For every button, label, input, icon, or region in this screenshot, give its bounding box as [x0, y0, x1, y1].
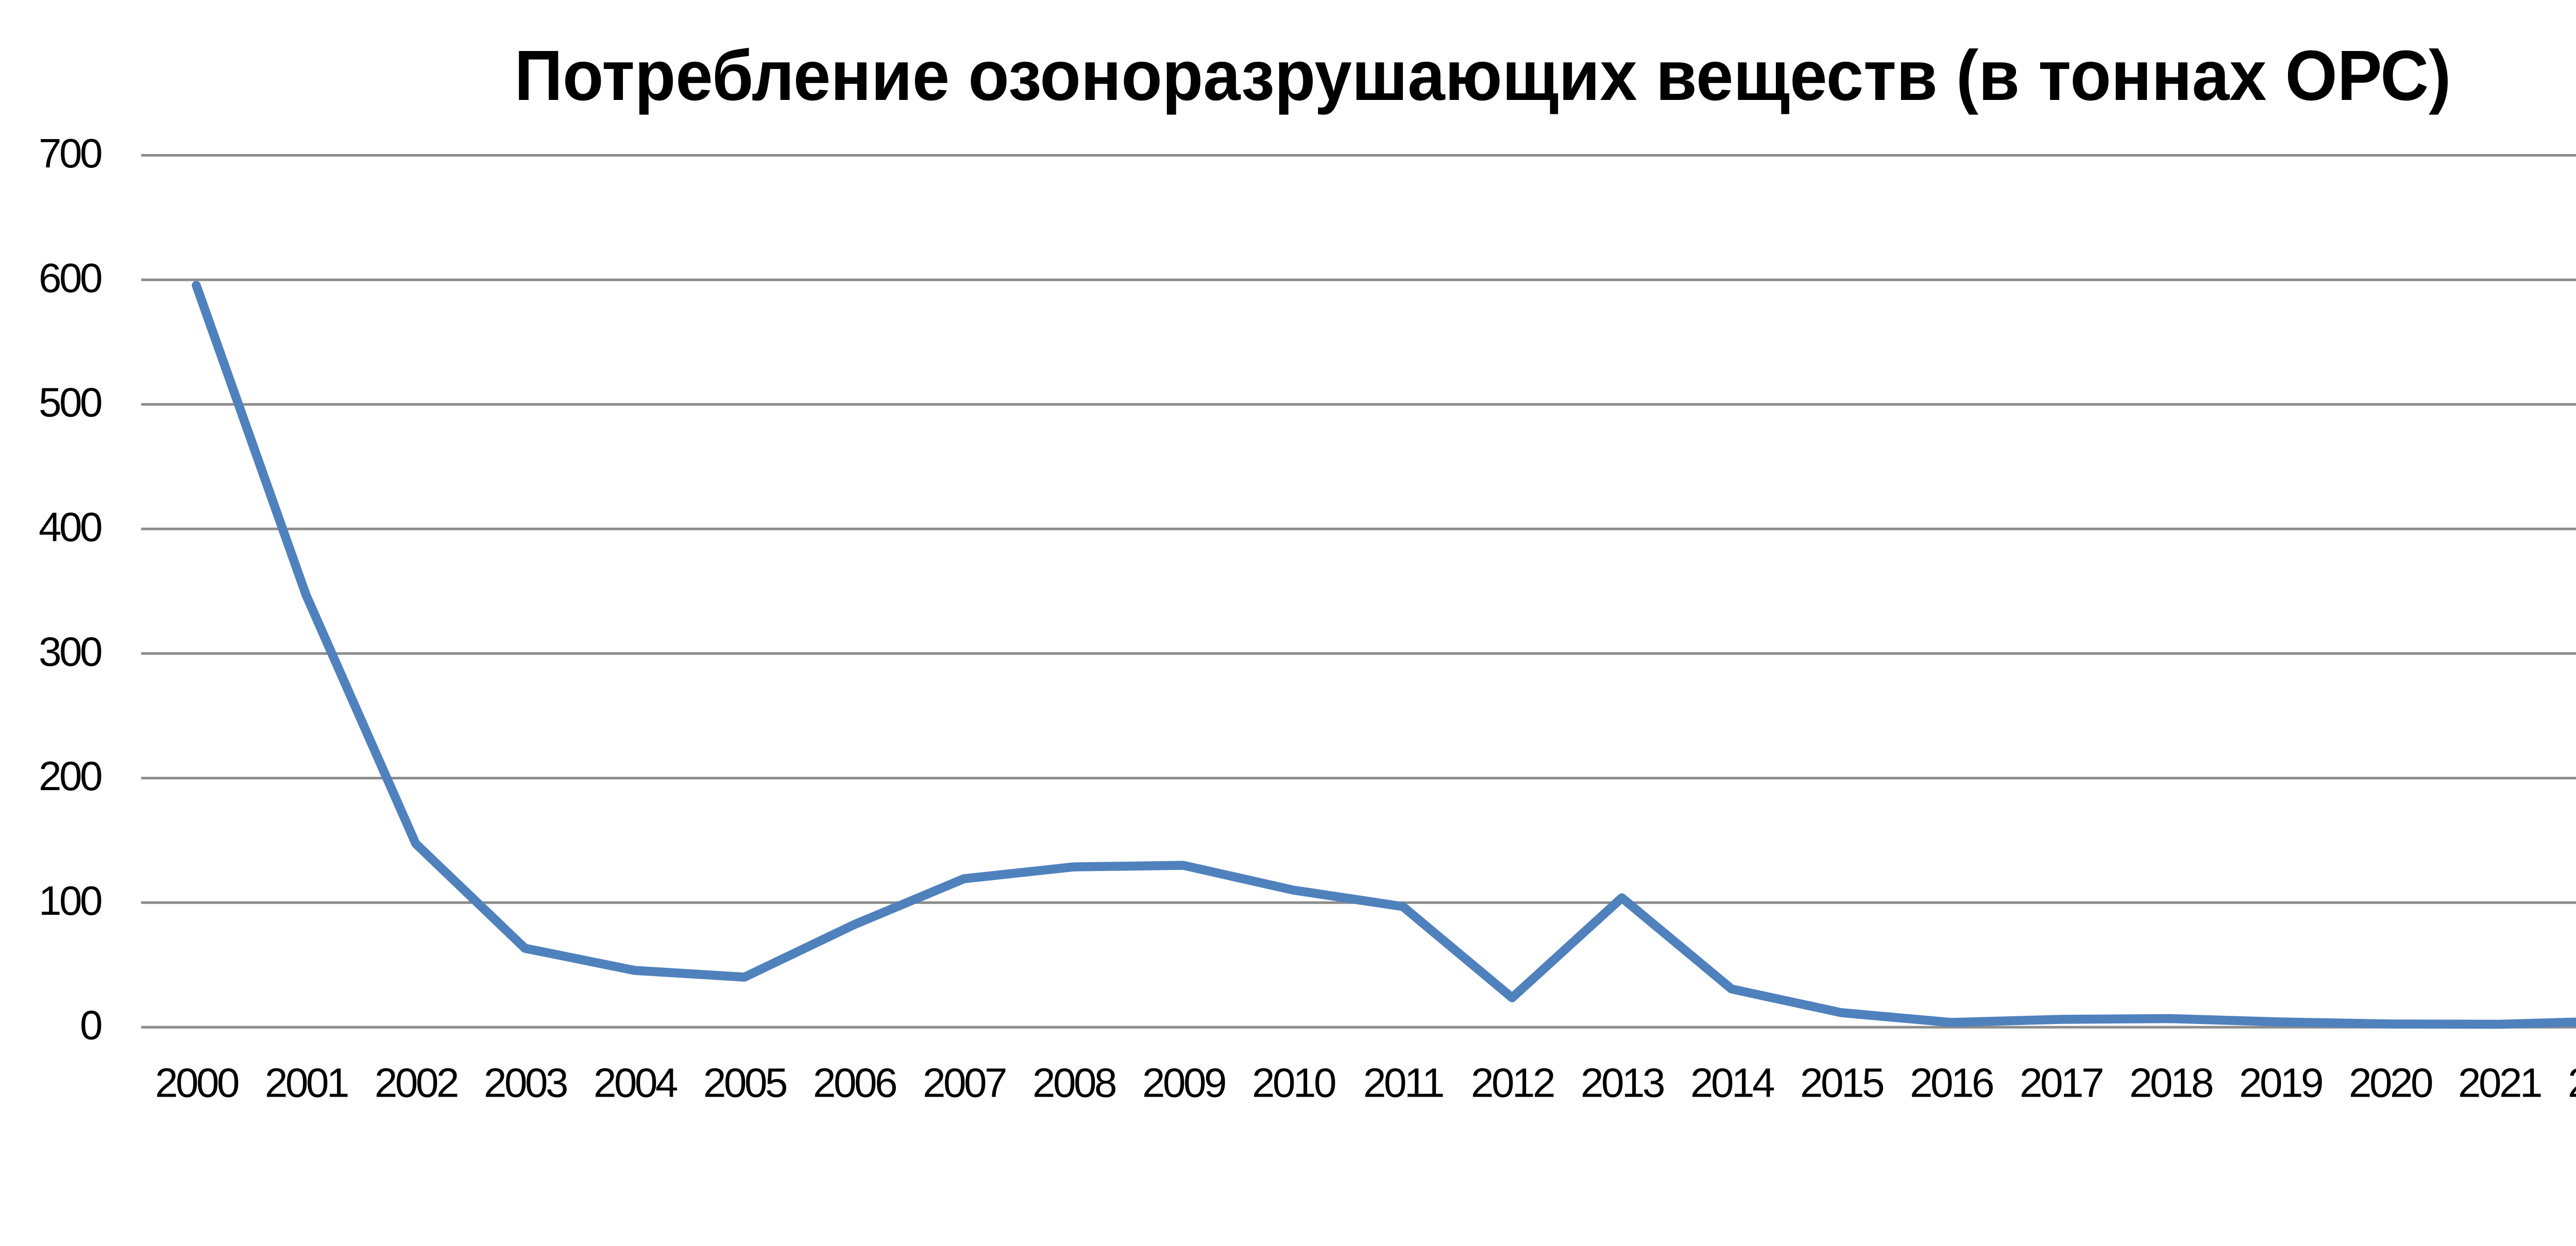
svg-text:2002: 2002 — [375, 1060, 457, 1106]
svg-text:400: 400 — [39, 504, 101, 550]
svg-text:2009: 2009 — [1142, 1060, 1225, 1106]
svg-text:2021: 2021 — [2458, 1060, 2541, 1106]
svg-text:Потребление озоноразрушающих в: Потребление озоноразрушающих веществ (в … — [515, 37, 2451, 115]
svg-text:2018: 2018 — [2129, 1060, 2213, 1106]
svg-text:2015: 2015 — [1800, 1060, 1884, 1106]
svg-text:2019: 2019 — [2239, 1060, 2322, 1106]
svg-text:2007: 2007 — [923, 1060, 1006, 1106]
svg-text:2022: 2022 — [2568, 1060, 2576, 1106]
svg-text:500: 500 — [39, 380, 101, 425]
svg-text:2014: 2014 — [1690, 1060, 1774, 1106]
svg-text:2016: 2016 — [1910, 1060, 1993, 1106]
svg-text:2011: 2011 — [1363, 1060, 1443, 1106]
svg-text:2008: 2008 — [1032, 1060, 1116, 1106]
svg-text:200: 200 — [39, 753, 101, 799]
svg-text:2010: 2010 — [1252, 1060, 1335, 1106]
svg-text:300: 300 — [39, 628, 101, 674]
svg-text:2004: 2004 — [594, 1060, 677, 1106]
svg-text:2006: 2006 — [813, 1060, 896, 1106]
svg-text:2001: 2001 — [265, 1060, 348, 1106]
svg-text:2020: 2020 — [2349, 1060, 2432, 1106]
svg-text:2003: 2003 — [484, 1060, 567, 1106]
svg-text:2013: 2013 — [1581, 1060, 1664, 1106]
svg-text:100: 100 — [39, 878, 101, 924]
svg-text:2012: 2012 — [1471, 1060, 1554, 1106]
svg-text:0: 0 — [80, 1002, 101, 1048]
svg-text:2017: 2017 — [2020, 1060, 2103, 1106]
svg-text:2005: 2005 — [703, 1060, 787, 1106]
svg-text:2000: 2000 — [155, 1060, 239, 1106]
svg-text:700: 700 — [39, 130, 101, 176]
svg-text:600: 600 — [39, 255, 101, 301]
